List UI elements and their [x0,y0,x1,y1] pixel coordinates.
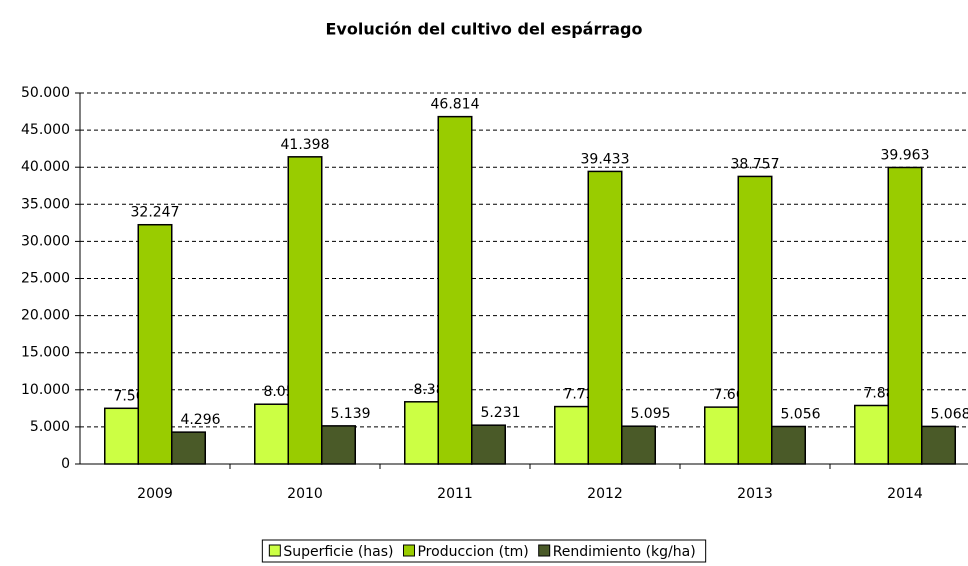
x-tick-label: 2014 [887,486,923,502]
y-tick-label: 45.000 [21,122,70,138]
bar [587,170,623,465]
data-label: 5.056 [780,406,820,422]
x-tick-label: 2011 [437,486,473,502]
y-tick-label: 5.000 [30,419,70,435]
bar [887,166,923,465]
legend-label: Superficie (has) [283,544,393,560]
bar [554,405,589,465]
bar [771,425,806,465]
bar [137,223,173,465]
y-tick-label: 0 [61,456,70,472]
data-label: 39.963 [881,147,930,163]
bar [104,407,139,465]
bar [737,175,773,465]
data-label: 5.231 [480,405,520,421]
bar [404,401,439,465]
bar [171,431,206,465]
y-tick-label: 10.000 [21,382,70,398]
x-tick-label: 2009 [137,486,173,502]
legend-swatch [268,544,281,557]
data-label: 4.296 [180,412,220,428]
x-tick-label: 2010 [287,486,323,502]
legend-swatch [402,544,415,557]
bar [471,424,506,465]
chart-title: Evolución del cultivo del espárrago [326,20,643,39]
bar [921,425,956,465]
bar [287,156,323,465]
y-tick-label: 25.000 [21,271,70,287]
legend-label: Produccion (tm) [417,544,528,560]
bar [321,425,356,465]
bar [704,406,739,465]
data-label: 5.095 [630,406,670,422]
x-tick-label: 2012 [587,486,623,502]
data-label: 5.139 [330,406,370,422]
y-tick-label: 20.000 [21,308,70,324]
legend-box [261,539,707,563]
y-tick-label: 15.000 [21,345,70,361]
y-tick-label: 40.000 [21,159,70,175]
data-label: 39.433 [581,151,630,167]
data-label: 32.247 [131,205,180,221]
bar [621,425,656,465]
bar [854,404,889,465]
legend-label: Rendimiento (kg/ha) [553,544,696,560]
legend-swatch [538,544,551,557]
data-label: 41.398 [281,137,330,153]
y-tick-label: 35.000 [21,196,70,212]
data-label: 38.757 [731,156,780,172]
y-tick-label: 50.000 [21,85,70,101]
y-tick-label: 30.000 [21,233,70,249]
bar [254,403,289,465]
bar [437,115,473,465]
x-tick-label: 2013 [737,486,773,502]
data-label: 5.068 [930,406,968,422]
data-label: 46.814 [431,97,480,113]
